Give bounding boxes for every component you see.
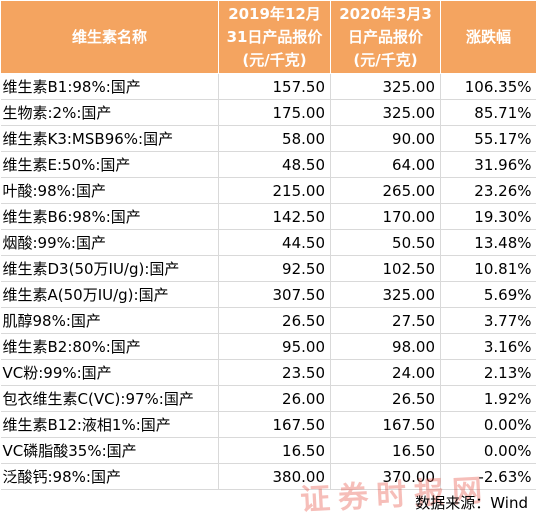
cell-vitamin-name: 维生素A(50万IU/g):国产 [1, 282, 219, 308]
cell-change: 106.35% [441, 74, 536, 100]
cell-price-2019: 23.50 [219, 360, 331, 386]
cell-vitamin-name: VC粉:99%:国产 [1, 360, 219, 386]
cell-price-2020: 325.00 [331, 74, 441, 100]
cell-price-2020: 50.50 [331, 230, 441, 256]
header-price-2020-line1: 2020年3月3 [331, 3, 440, 26]
cell-price-2019: 215.00 [219, 178, 331, 204]
cell-price-2020: 27.50 [331, 308, 441, 334]
vitamin-price-table: 维生素名称 2019年12月 31日产品报价 (元/千克) 2020年3月3 日… [0, 0, 536, 490]
cell-change: 1.92% [441, 386, 536, 412]
cell-vitamin-name: 烟酸:99%:国产 [1, 230, 219, 256]
cell-vitamin-name: 维生素E:50%:国产 [1, 152, 219, 178]
cell-price-2019: 26.50 [219, 308, 331, 334]
cell-change: 2.13% [441, 360, 536, 386]
cell-change: 3.77% [441, 308, 536, 334]
cell-change: 0.00% [441, 438, 536, 464]
header-price-2020: 2020年3月3 日产品报价 (元/千克) [331, 1, 441, 74]
cell-change: 19.30% [441, 204, 536, 230]
cell-price-2020: 90.00 [331, 126, 441, 152]
cell-price-2020: 167.50 [331, 412, 441, 438]
cell-price-2019: 167.50 [219, 412, 331, 438]
cell-price-2019: 26.00 [219, 386, 331, 412]
cell-vitamin-name: 维生素B6:98%:国产 [1, 204, 219, 230]
cell-price-2019: 16.50 [219, 438, 331, 464]
header-price-2020-line3: (元/千克) [331, 49, 440, 72]
cell-price-2020: 98.00 [331, 334, 441, 360]
cell-change: 3.16% [441, 334, 536, 360]
cell-price-2020: 170.00 [331, 204, 441, 230]
cell-price-2019: 92.50 [219, 256, 331, 282]
cell-price-2020: 102.50 [331, 256, 441, 282]
cell-change: 31.96% [441, 152, 536, 178]
header-price-2019-line3: (元/千克) [219, 49, 330, 72]
header-change: 涨跌幅 [441, 1, 536, 74]
cell-change: 85.71% [441, 100, 536, 126]
cell-price-2020: 64.00 [331, 152, 441, 178]
header-price-2019-line2: 31日产品报价 [219, 26, 330, 49]
cell-price-2020: 26.50 [331, 386, 441, 412]
data-source-note: 数据来源：Wind [415, 492, 528, 513]
cell-vitamin-name: 维生素B1:98%:国产 [1, 74, 219, 100]
cell-change: 10.81% [441, 256, 536, 282]
cell-vitamin-name: 维生素D3(50万IU/g):国产 [1, 256, 219, 282]
header-price-2020-line2: 日产品报价 [331, 26, 440, 49]
cell-vitamin-name: 维生素K3:MSB96%:国产 [1, 126, 219, 152]
cell-price-2019: 142.50 [219, 204, 331, 230]
cell-vitamin-name: 泛酸钙:98%:国产 [1, 464, 219, 490]
cell-price-2020: 325.00 [331, 282, 441, 308]
cell-change: 55.17% [441, 126, 536, 152]
cell-vitamin-name: 包衣维生素C(VC):97%:国产 [1, 386, 219, 412]
cell-vitamin-name: 生物素:2%:国产 [1, 100, 219, 126]
cell-change: 13.48% [441, 230, 536, 256]
cell-change: 0.00% [441, 412, 536, 438]
cell-price-2020: 16.50 [331, 438, 441, 464]
header-price-2019: 2019年12月 31日产品报价 (元/千克) [219, 1, 331, 74]
cell-change: 23.26% [441, 178, 536, 204]
cell-price-2020: 265.00 [331, 178, 441, 204]
cell-vitamin-name: VC磷脂酸35%:国产 [1, 438, 219, 464]
cell-vitamin-name: 维生素B12:液相1%:国产 [1, 412, 219, 438]
cell-change: 5.69% [441, 282, 536, 308]
cell-price-2019: 157.50 [219, 74, 331, 100]
cell-price-2019: 95.00 [219, 334, 331, 360]
cell-price-2020: 325.00 [331, 100, 441, 126]
cell-price-2019: 48.50 [219, 152, 331, 178]
header-price-2019-line1: 2019年12月 [219, 3, 330, 26]
cell-price-2020: 24.00 [331, 360, 441, 386]
cell-price-2019: 58.00 [219, 126, 331, 152]
cell-vitamin-name: 肌醇98%:国产 [1, 308, 219, 334]
cell-vitamin-name: 叶酸:98%:国产 [1, 178, 219, 204]
cell-vitamin-name: 维生素B2:80%:国产 [1, 334, 219, 360]
header-vitamin-name: 维生素名称 [1, 1, 219, 74]
cell-price-2019: 44.50 [219, 230, 331, 256]
cell-price-2019: 307.50 [219, 282, 331, 308]
table-header-row: 维生素名称 2019年12月 31日产品报价 (元/千克) 2020年3月3 日… [1, 1, 536, 74]
cell-price-2019: 175.00 [219, 100, 331, 126]
